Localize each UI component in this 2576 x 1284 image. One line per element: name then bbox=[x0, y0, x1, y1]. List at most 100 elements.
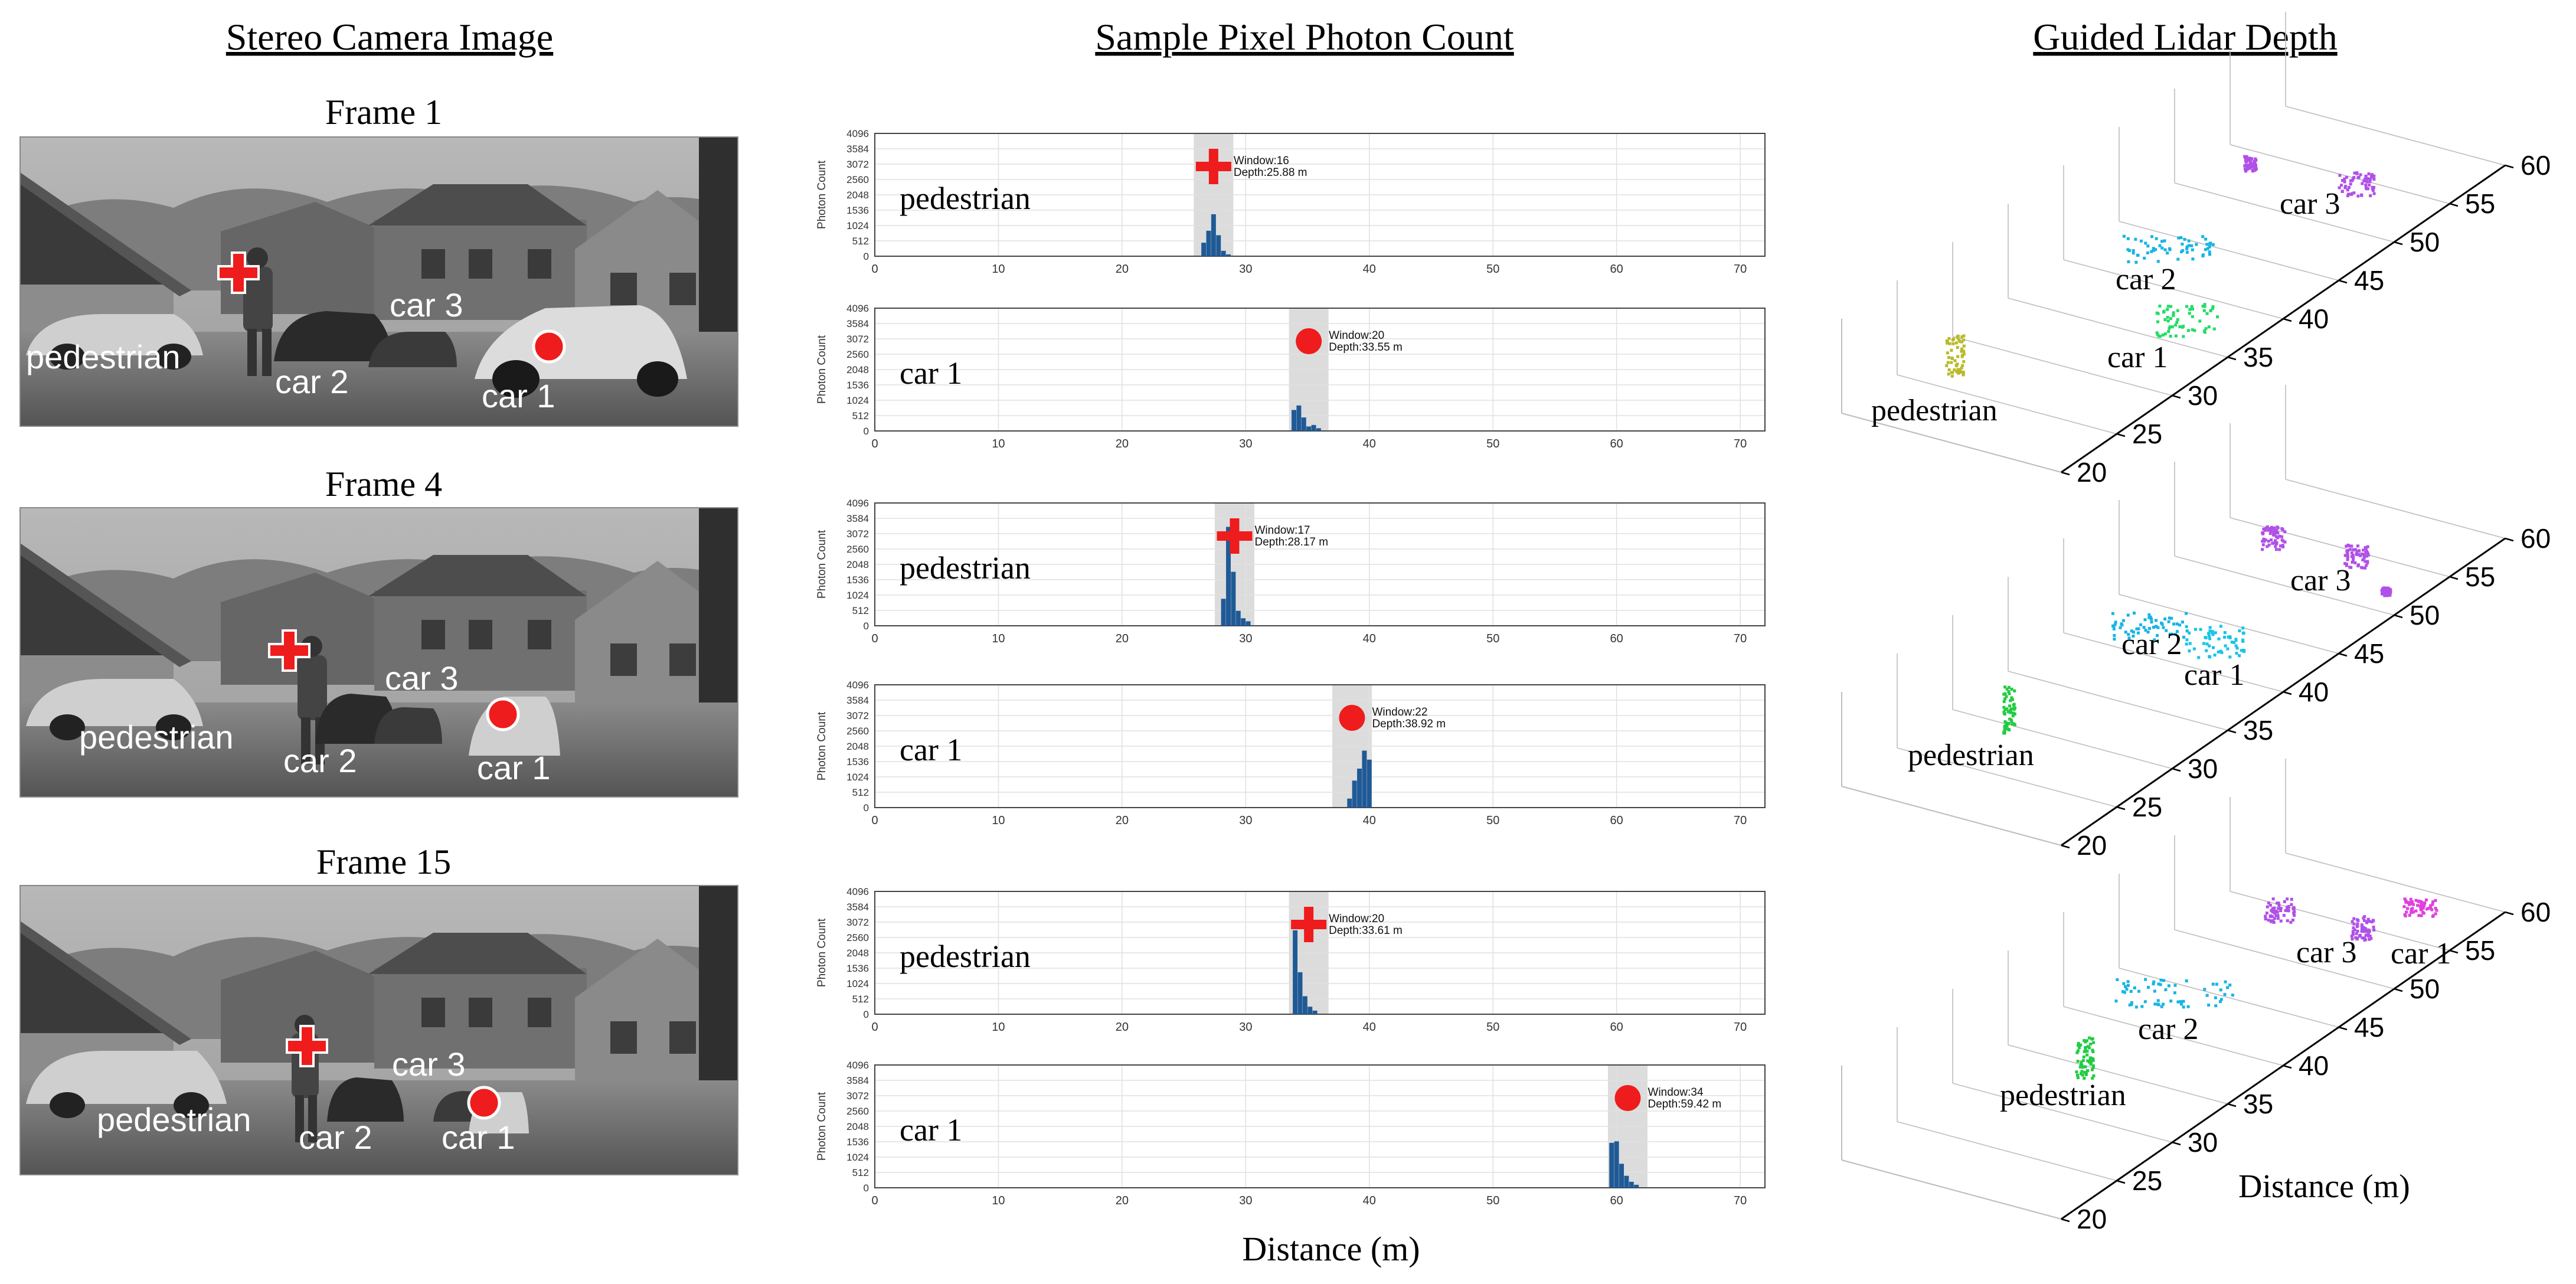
lidar-point bbox=[2293, 914, 2296, 917]
lidar-point bbox=[2343, 177, 2346, 181]
lidar-point bbox=[2084, 1046, 2087, 1049]
lidar-point bbox=[2270, 530, 2273, 533]
histogram-bar bbox=[1352, 780, 1357, 808]
depth-slice bbox=[1952, 709, 2173, 769]
lidar-point bbox=[2276, 901, 2279, 905]
lidar-point bbox=[2160, 246, 2164, 250]
lidar-point bbox=[2175, 321, 2179, 324]
depth-tick-label: 60 bbox=[2521, 150, 2551, 181]
lidar-point bbox=[2161, 333, 2165, 336]
lidar-point bbox=[2201, 305, 2205, 308]
lidar-point bbox=[2156, 1002, 2160, 1006]
lidar-point bbox=[2343, 554, 2347, 557]
lidar-point bbox=[2387, 590, 2391, 593]
lidar-point bbox=[2368, 930, 2371, 933]
lidar-point bbox=[2366, 187, 2370, 191]
lidar-point bbox=[2127, 633, 2130, 636]
photo-label-car2: car 2 bbox=[275, 363, 349, 400]
axis-tick bbox=[2061, 1218, 2070, 1223]
lidar-point bbox=[2175, 622, 2179, 626]
lidar-point bbox=[2185, 979, 2188, 983]
lidar-point bbox=[2425, 907, 2428, 911]
lidar-point bbox=[2388, 593, 2392, 597]
lidar-point bbox=[2150, 620, 2153, 624]
depth-slice bbox=[2230, 891, 2450, 951]
lidar-point bbox=[2340, 179, 2344, 182]
lidar-point bbox=[2410, 902, 2414, 906]
lidar-point bbox=[2245, 155, 2248, 159]
lidar-point bbox=[2349, 182, 2352, 186]
photo-label-car3: car 3 bbox=[385, 659, 459, 697]
lidar-point bbox=[2202, 642, 2206, 645]
x-tick-label: 30 bbox=[1239, 1194, 1252, 1207]
lidar-object-label: pedestrian bbox=[1908, 739, 2034, 772]
lidar-point bbox=[2368, 935, 2372, 938]
lidar-point bbox=[2382, 587, 2385, 591]
x-tick-label: 60 bbox=[1610, 814, 1623, 827]
y-tick-label: 512 bbox=[852, 236, 869, 247]
histogram-panels: 0 512 1024 1536 2048 2560 3072 3584 4096 0 10 20 30 4… bbox=[816, 128, 1766, 1207]
lidar-point bbox=[2280, 527, 2284, 531]
y-tick-label: 0 bbox=[864, 251, 869, 262]
lidar-point bbox=[2150, 250, 2153, 253]
lidar-point bbox=[1962, 373, 1965, 377]
lidar-point bbox=[2346, 558, 2349, 561]
lidar-point bbox=[2420, 903, 2423, 906]
lidar-point bbox=[1946, 341, 1949, 345]
lidar-point bbox=[2199, 628, 2202, 631]
lidar-point bbox=[2346, 554, 2349, 557]
lidar-point bbox=[1956, 368, 1960, 371]
lidar-point bbox=[2211, 630, 2214, 633]
depth-tick-label: 25 bbox=[2132, 1165, 2162, 1196]
lidar-point bbox=[2146, 251, 2149, 254]
lidar-point bbox=[1960, 355, 1964, 358]
lidar-point bbox=[2267, 919, 2270, 922]
lidar-point bbox=[2338, 174, 2342, 177]
cross-marker bbox=[1291, 907, 1327, 942]
lidar-point bbox=[2152, 247, 2155, 250]
lidar-point bbox=[2177, 236, 2181, 240]
depth-tick-label: 40 bbox=[2299, 1050, 2329, 1081]
depth-slice bbox=[2174, 182, 2395, 243]
lidar-point bbox=[2172, 311, 2175, 315]
lidar-point bbox=[2143, 1000, 2147, 1004]
lidar-point bbox=[2345, 563, 2348, 566]
header-histogram: Sample Pixel Photon Count bbox=[1095, 16, 1514, 58]
lidar-point bbox=[2122, 234, 2126, 238]
lidar-point bbox=[2182, 635, 2186, 639]
lidar-point bbox=[2135, 627, 2139, 630]
lidar-point bbox=[2085, 1069, 2089, 1073]
depth-slice bbox=[1841, 786, 2062, 846]
lidar-point bbox=[2167, 620, 2170, 623]
lidar-point bbox=[2273, 911, 2276, 915]
lidar-point bbox=[2371, 189, 2375, 192]
annotation-window: Window:34 bbox=[1648, 1086, 1704, 1099]
lidar-point bbox=[2077, 1041, 2080, 1045]
lidar-point bbox=[2211, 982, 2215, 986]
lidar-point bbox=[2158, 335, 2162, 338]
x-tick-label: 50 bbox=[1486, 1021, 1499, 1034]
lidar-point bbox=[2002, 705, 2006, 709]
y-tick-label: 1536 bbox=[846, 205, 869, 216]
lidar-point bbox=[1960, 340, 1963, 344]
lidar-point bbox=[2169, 632, 2172, 636]
lidar-point bbox=[2185, 247, 2189, 250]
lidar-point bbox=[2219, 649, 2222, 653]
lidar-point bbox=[2089, 1043, 2093, 1046]
y-tick-label: 4096 bbox=[846, 303, 869, 314]
lidar-point bbox=[2434, 907, 2437, 910]
depth-tick-label: 50 bbox=[2410, 600, 2440, 630]
lidar-point bbox=[2363, 178, 2366, 181]
lidar-point bbox=[2273, 539, 2277, 543]
y-tick-label: 2560 bbox=[846, 544, 869, 555]
lidar-point bbox=[2383, 594, 2387, 597]
lidar-point bbox=[2360, 193, 2363, 197]
lidar-point bbox=[2182, 1005, 2185, 1009]
lidar-point bbox=[2185, 245, 2189, 249]
lidar-point bbox=[2203, 331, 2206, 334]
lidar-point bbox=[2345, 544, 2348, 548]
lidar-point bbox=[2410, 911, 2413, 914]
lidar-point bbox=[2075, 1070, 2078, 1074]
lidar-point bbox=[1950, 356, 1954, 360]
lidar-point bbox=[1947, 336, 1951, 340]
